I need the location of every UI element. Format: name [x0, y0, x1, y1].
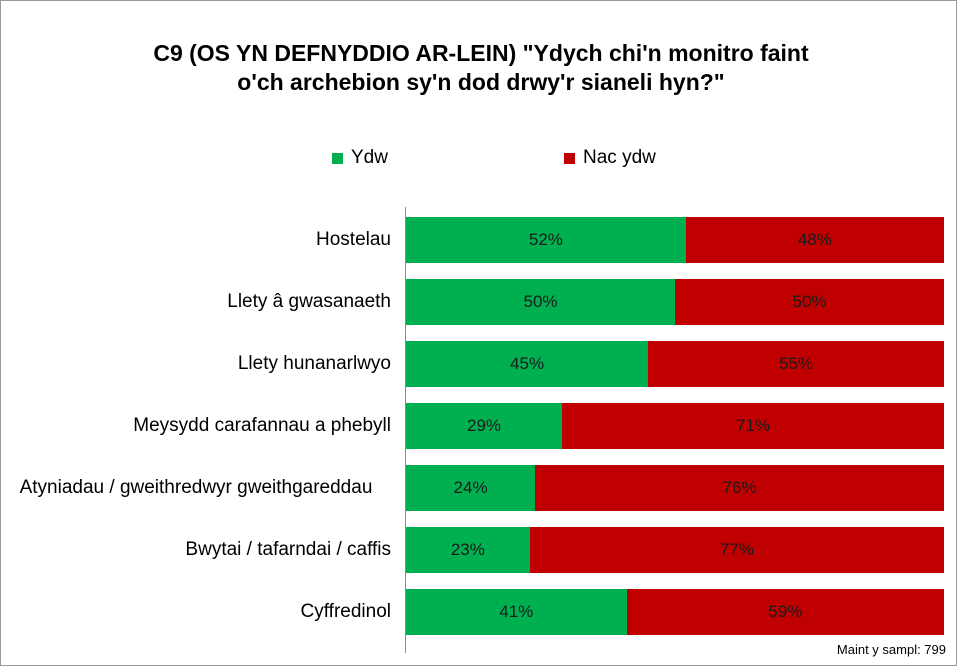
category-text: Bwytai / tafarndai / caffis — [185, 539, 391, 560]
bar: 50% — [406, 279, 675, 325]
bar: 50% — [675, 279, 944, 325]
bar: 29% — [406, 403, 563, 449]
bar: 45% — [406, 341, 649, 387]
category-label: Cyffredinol — [1, 579, 391, 645]
category-label: Meysydd carafannau a phebyll — [1, 393, 391, 459]
bar: 48% — [685, 217, 944, 263]
category-label: Atyniadau / gweithredwyr gweithgareddau — [1, 455, 391, 521]
category-text: Llety â gwasanaeth — [227, 291, 391, 312]
bar: 41% — [406, 589, 627, 635]
category-text: Meysydd carafannau a phebyll — [133, 415, 391, 436]
legend-item: Nac ydw — [564, 147, 656, 169]
category-label: Hostelau — [1, 207, 391, 273]
category-axis — [405, 207, 406, 653]
bar: 59% — [626, 589, 944, 635]
bar: 55% — [648, 341, 944, 387]
bar: 76% — [535, 465, 944, 511]
category-text: Llety hunanarlwyo — [237, 353, 391, 374]
chart-title: C9 (OS YN DEFNYDDIO AR-LEIN) "Ydych chi'… — [153, 40, 809, 95]
legend-label: Ydw — [351, 147, 388, 168]
category-text: Cyffredinol — [300, 601, 391, 622]
bar: 77% — [529, 527, 944, 573]
legend-label: Nac ydw — [583, 147, 656, 168]
category-label: Llety â gwasanaeth — [1, 269, 391, 335]
category-text: Hostelau — [316, 229, 391, 250]
category-text: Atyniadau / gweithredwyr gweithgareddau — [19, 477, 373, 498]
legend-swatch — [564, 152, 575, 164]
bar: 52% — [406, 217, 686, 263]
legend-swatch — [332, 152, 343, 164]
bar: 23% — [406, 527, 530, 573]
category-label: Bwytai / tafarndai / caffis — [1, 517, 391, 583]
category-label: Llety hunanarlwyo — [1, 331, 391, 397]
bar: 71% — [562, 403, 944, 449]
legend-item: Ydw — [332, 147, 388, 169]
bar: 24% — [406, 465, 536, 511]
sample-note: Maint y sampl: 799 — [836, 642, 946, 657]
